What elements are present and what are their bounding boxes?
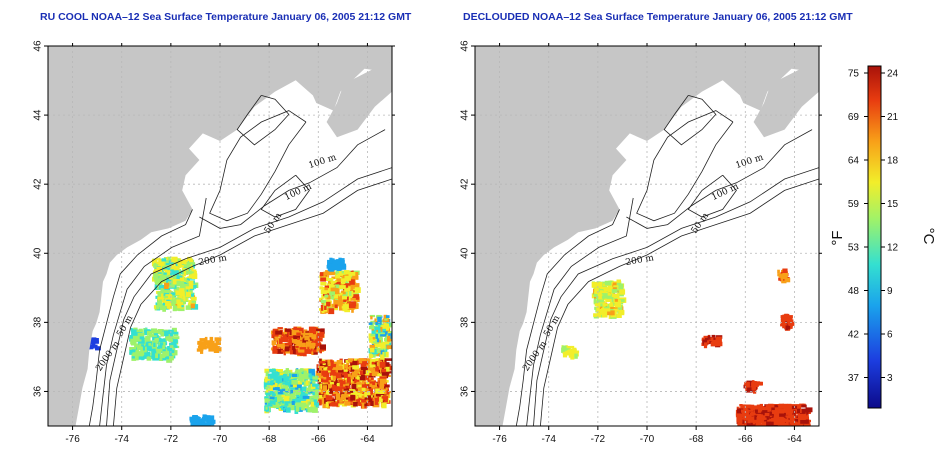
sst-patch [780,314,794,331]
sst-patch [592,280,627,319]
fahrenheit-tick-label: 69 [848,112,860,123]
sst-patch [271,327,326,357]
fahrenheit-tick-label: 42 [848,330,860,341]
x-tick-label: -76 [492,434,507,445]
sst-patch [316,358,393,409]
x-tick-label: -64 [787,434,802,445]
y-tick-label: 40 [33,247,44,259]
fahrenheit-tick-label: 53 [848,243,860,254]
celsius-unit-label: °C [920,228,937,245]
x-tick-label: -66 [311,434,326,445]
y-tick-label: 42 [33,178,44,190]
x-tick-label: -70 [213,434,228,445]
temperature-colorbar: 75 69 64 59 53 48 42 37 24 21 18 15 12 9 6 3 °F °C [829,66,937,408]
x-tick-label: -74 [114,434,129,445]
x-tick-label: -68 [262,434,277,445]
sst-patch [701,335,722,348]
y-tick-label: 44 [460,109,471,121]
y-tick-label: 38 [33,316,44,328]
sst-patch [736,404,813,432]
y-tick-label: 46 [460,40,471,52]
y-tick-label: 36 [460,385,471,397]
y-tick-label: 38 [460,316,471,328]
x-tick-label: -66 [738,434,753,445]
celsius-tick-label: 18 [887,156,899,167]
sst-patch [264,368,320,414]
sst-patch [327,258,347,272]
celsius-tick-label: 9 [887,286,893,297]
x-tick-label: -70 [640,434,655,445]
y-tick-label: 44 [33,109,44,121]
sst-patch [129,328,179,363]
fahrenheit-unit-label: °F [829,230,846,245]
x-tick-label: -72 [591,434,606,445]
colorbar-gradient [868,66,881,408]
fahrenheit-tick-label: 48 [848,286,860,297]
celsius-tick-label: 3 [887,373,893,384]
x-tick-label: -68 [689,434,704,445]
x-tick-label: -72 [164,434,179,445]
celsius-tick-label: 24 [887,69,899,80]
x-tick-label: -74 [541,434,556,445]
fahrenheit-tick-label: 64 [848,156,860,167]
celsius-tick-label: 15 [887,199,899,210]
y-tick-label: 42 [460,178,471,190]
y-tick-label: 40 [460,247,471,259]
celsius-tick-label: 12 [887,243,899,254]
x-tick-label: -64 [360,434,375,445]
fahrenheit-tick-label: 59 [848,199,860,210]
y-tick-label: 46 [33,40,44,52]
x-tick-label: -76 [65,434,80,445]
celsius-tick-label: 21 [887,112,899,123]
fahrenheit-tick-label: 75 [848,69,860,80]
y-tick-label: 36 [33,385,44,397]
celsius-tick-label: 6 [887,330,893,341]
fahrenheit-tick-label: 37 [848,373,860,384]
